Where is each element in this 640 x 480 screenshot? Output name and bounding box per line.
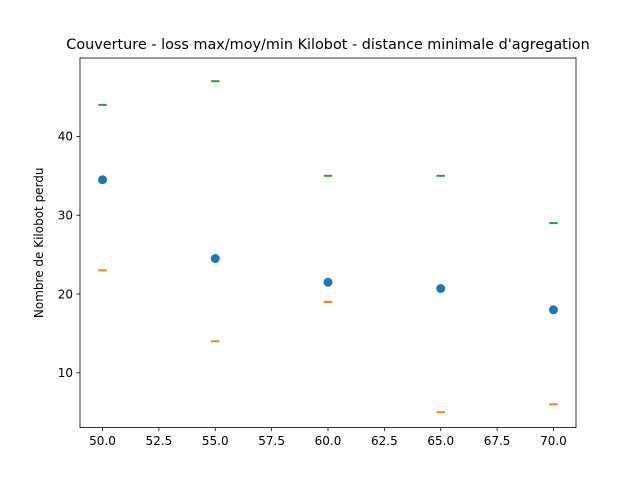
y-tick-label: 40 [58, 130, 73, 144]
x-tick-label: 52.5 [146, 434, 173, 448]
y-axis-label: Nombre de Kilobot perdu [32, 167, 46, 318]
x-tick-label: 70.0 [540, 434, 567, 448]
data-point-mean [323, 277, 333, 287]
x-tick-label: 65.0 [427, 434, 454, 448]
x-tick-label: 60.0 [315, 434, 342, 448]
series-min [98, 269, 558, 414]
y-axis: 10 20 30 40 [58, 130, 80, 380]
x-tick-label: 55.0 [202, 434, 229, 448]
data-point-mean [210, 254, 220, 264]
x-tick-label: 57.5 [258, 434, 285, 448]
x-tick-label: 67.5 [484, 434, 511, 448]
data-point-mean [548, 305, 558, 315]
x-axis: 50.0 52.5 55.0 57.5 60.0 62.5 65.0 67.5 70.0 [89, 427, 567, 448]
data-point-mean [98, 175, 108, 185]
series-mean [98, 175, 558, 315]
data-point-mean [436, 284, 446, 294]
series-max [98, 80, 558, 225]
y-tick-label: 30 [58, 209, 73, 223]
chart-title: Couverture - loss max/moy/min Kilobot - … [66, 37, 589, 53]
x-tick-label: 50.0 [89, 434, 116, 448]
y-tick-label: 20 [58, 287, 73, 301]
x-tick-label: 62.5 [371, 434, 398, 448]
plot-area [98, 80, 558, 414]
y-tick-label: 10 [58, 366, 73, 380]
